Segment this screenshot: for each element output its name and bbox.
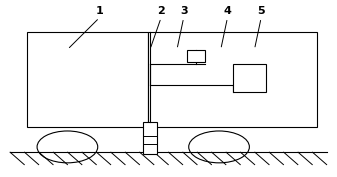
Text: 2: 2	[157, 6, 165, 16]
Bar	[148, 32, 317, 127]
Circle shape	[37, 131, 98, 163]
Bar	[187, 50, 205, 62]
Text: 4: 4	[223, 6, 232, 16]
Circle shape	[189, 131, 249, 163]
Bar	[143, 122, 157, 154]
Text: 3: 3	[180, 6, 187, 16]
Text: 1: 1	[96, 6, 103, 16]
Bar	[27, 32, 148, 127]
Text: 5: 5	[257, 6, 265, 16]
Bar	[233, 64, 266, 92]
